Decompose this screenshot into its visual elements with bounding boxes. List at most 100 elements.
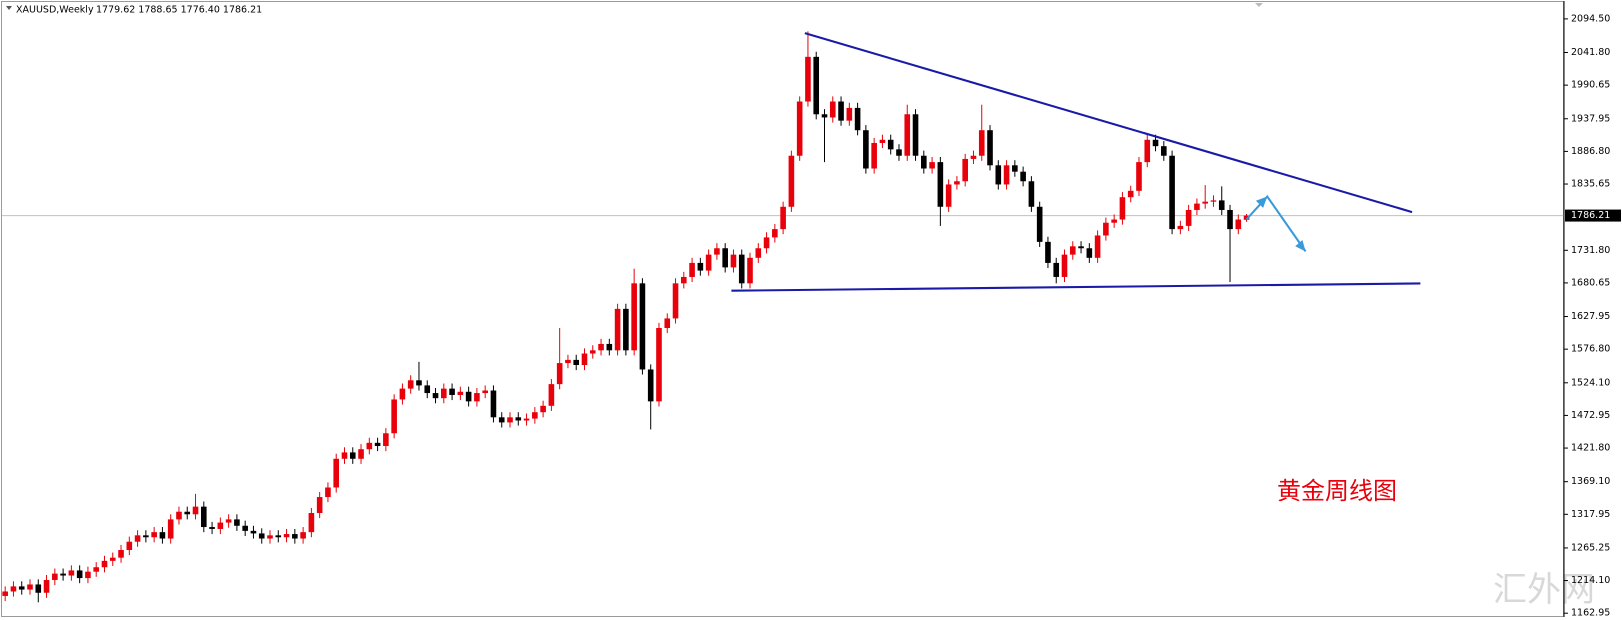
candle-body (705, 254, 712, 271)
y-tick-label: 1369.10 (1571, 476, 1610, 487)
y-tick-label: 1214.10 (1571, 575, 1610, 586)
candle-body (846, 107, 853, 121)
candle-body (871, 142, 877, 169)
candle-body (1003, 165, 1010, 185)
candle-body (43, 579, 50, 593)
candle-body (407, 380, 414, 389)
candle-body (118, 550, 124, 558)
candle-body (1020, 171, 1026, 182)
candle-body (589, 350, 596, 354)
candle-body (242, 525, 248, 531)
candle-body (656, 327, 662, 402)
candle-body (1210, 200, 1217, 202)
candle-body (896, 149, 902, 156)
candle-body (995, 165, 1002, 185)
candle-body (374, 442, 381, 447)
candle-body (449, 388, 455, 395)
candle-body (93, 567, 100, 572)
candle-body (126, 541, 133, 551)
candle-body (490, 390, 497, 418)
candle-body (829, 101, 836, 118)
support-line (731, 282, 1421, 292)
candle-body (1161, 146, 1167, 156)
candle-body (813, 56, 820, 115)
candle-body (788, 155, 795, 207)
chart-title: XAUUSD,Weekly (16, 5, 94, 16)
y-tick-label: 1627.95 (1571, 311, 1610, 322)
candle-body (300, 532, 306, 539)
y-tick-label: 1835.65 (1571, 179, 1610, 190)
candle-body (1036, 206, 1043, 242)
forecast-arrow (1245, 194, 1307, 252)
y-tick-label: 2041.80 (1571, 47, 1610, 58)
y-tick-label: 1317.95 (1571, 509, 1610, 520)
y-tick-label: 2094.50 (1571, 13, 1610, 24)
candle-body (970, 155, 977, 159)
candle-body (631, 283, 637, 351)
candle-body (424, 385, 431, 394)
candle-body (863, 130, 869, 169)
candle-body (1169, 155, 1175, 230)
candle-body (772, 229, 778, 238)
watermark: 汇外网 (1493, 570, 1595, 610)
candle-body (532, 412, 538, 419)
candle-body (556, 363, 563, 385)
candle-body (498, 417, 505, 423)
candle-body (515, 417, 522, 421)
candle-body (614, 308, 621, 351)
candle-body (672, 283, 679, 319)
candle-body (465, 391, 472, 402)
candle-body (805, 56, 811, 102)
y-tick-label: 1421.80 (1571, 443, 1610, 454)
candle-body (1103, 222, 1109, 236)
annotation: 黄金周线图 (1277, 477, 1397, 505)
candle-body (1078, 246, 1084, 249)
header-icon (6, 6, 12, 10)
candle-body (85, 571, 91, 579)
shift-marker (1255, 3, 1263, 7)
candle-body (391, 399, 397, 434)
candle-body (200, 506, 207, 528)
candle-body (747, 257, 753, 284)
ohlc-label: 1779.62 1788.65 1776.40 1786.21 (96, 5, 262, 16)
candle-body (921, 155, 927, 169)
candle-body (904, 114, 911, 156)
candle-body (821, 114, 828, 118)
candle-body (887, 139, 894, 150)
candle-body (10, 586, 17, 592)
resistance-line (804, 32, 1413, 214)
candle-body (432, 393, 439, 399)
arrow-head (1255, 196, 1268, 208)
current-price-label: 1786.21 (1571, 210, 1610, 221)
candle-body (151, 532, 157, 538)
candle-body (689, 262, 695, 277)
candle-body (441, 388, 447, 399)
candle-body (27, 584, 33, 590)
candle-body (167, 519, 174, 539)
candle-body (399, 388, 406, 400)
candle-body (714, 248, 720, 255)
drawings (731, 32, 1421, 292)
candle-body (606, 343, 613, 351)
candle-body (540, 405, 546, 413)
y-tick-label: 1265.25 (1571, 542, 1610, 553)
candle-body (143, 535, 149, 538)
candle-body (18, 586, 25, 590)
candle-body (1218, 200, 1225, 210)
candle-body (1144, 139, 1151, 163)
candle-body (681, 276, 687, 284)
candle-body (1053, 262, 1060, 277)
candle-body (1202, 201, 1208, 204)
candle-body (548, 384, 555, 406)
candle-body (954, 181, 960, 185)
candle-body (1227, 209, 1233, 230)
candle-body (292, 534, 298, 539)
candle-body (937, 162, 944, 207)
y-tick-label: 1886.80 (1571, 146, 1610, 157)
candle-body (796, 101, 803, 156)
candle-body (176, 511, 182, 520)
candle-body (581, 353, 588, 365)
candle-body (1127, 190, 1134, 198)
candle-body (184, 511, 191, 515)
